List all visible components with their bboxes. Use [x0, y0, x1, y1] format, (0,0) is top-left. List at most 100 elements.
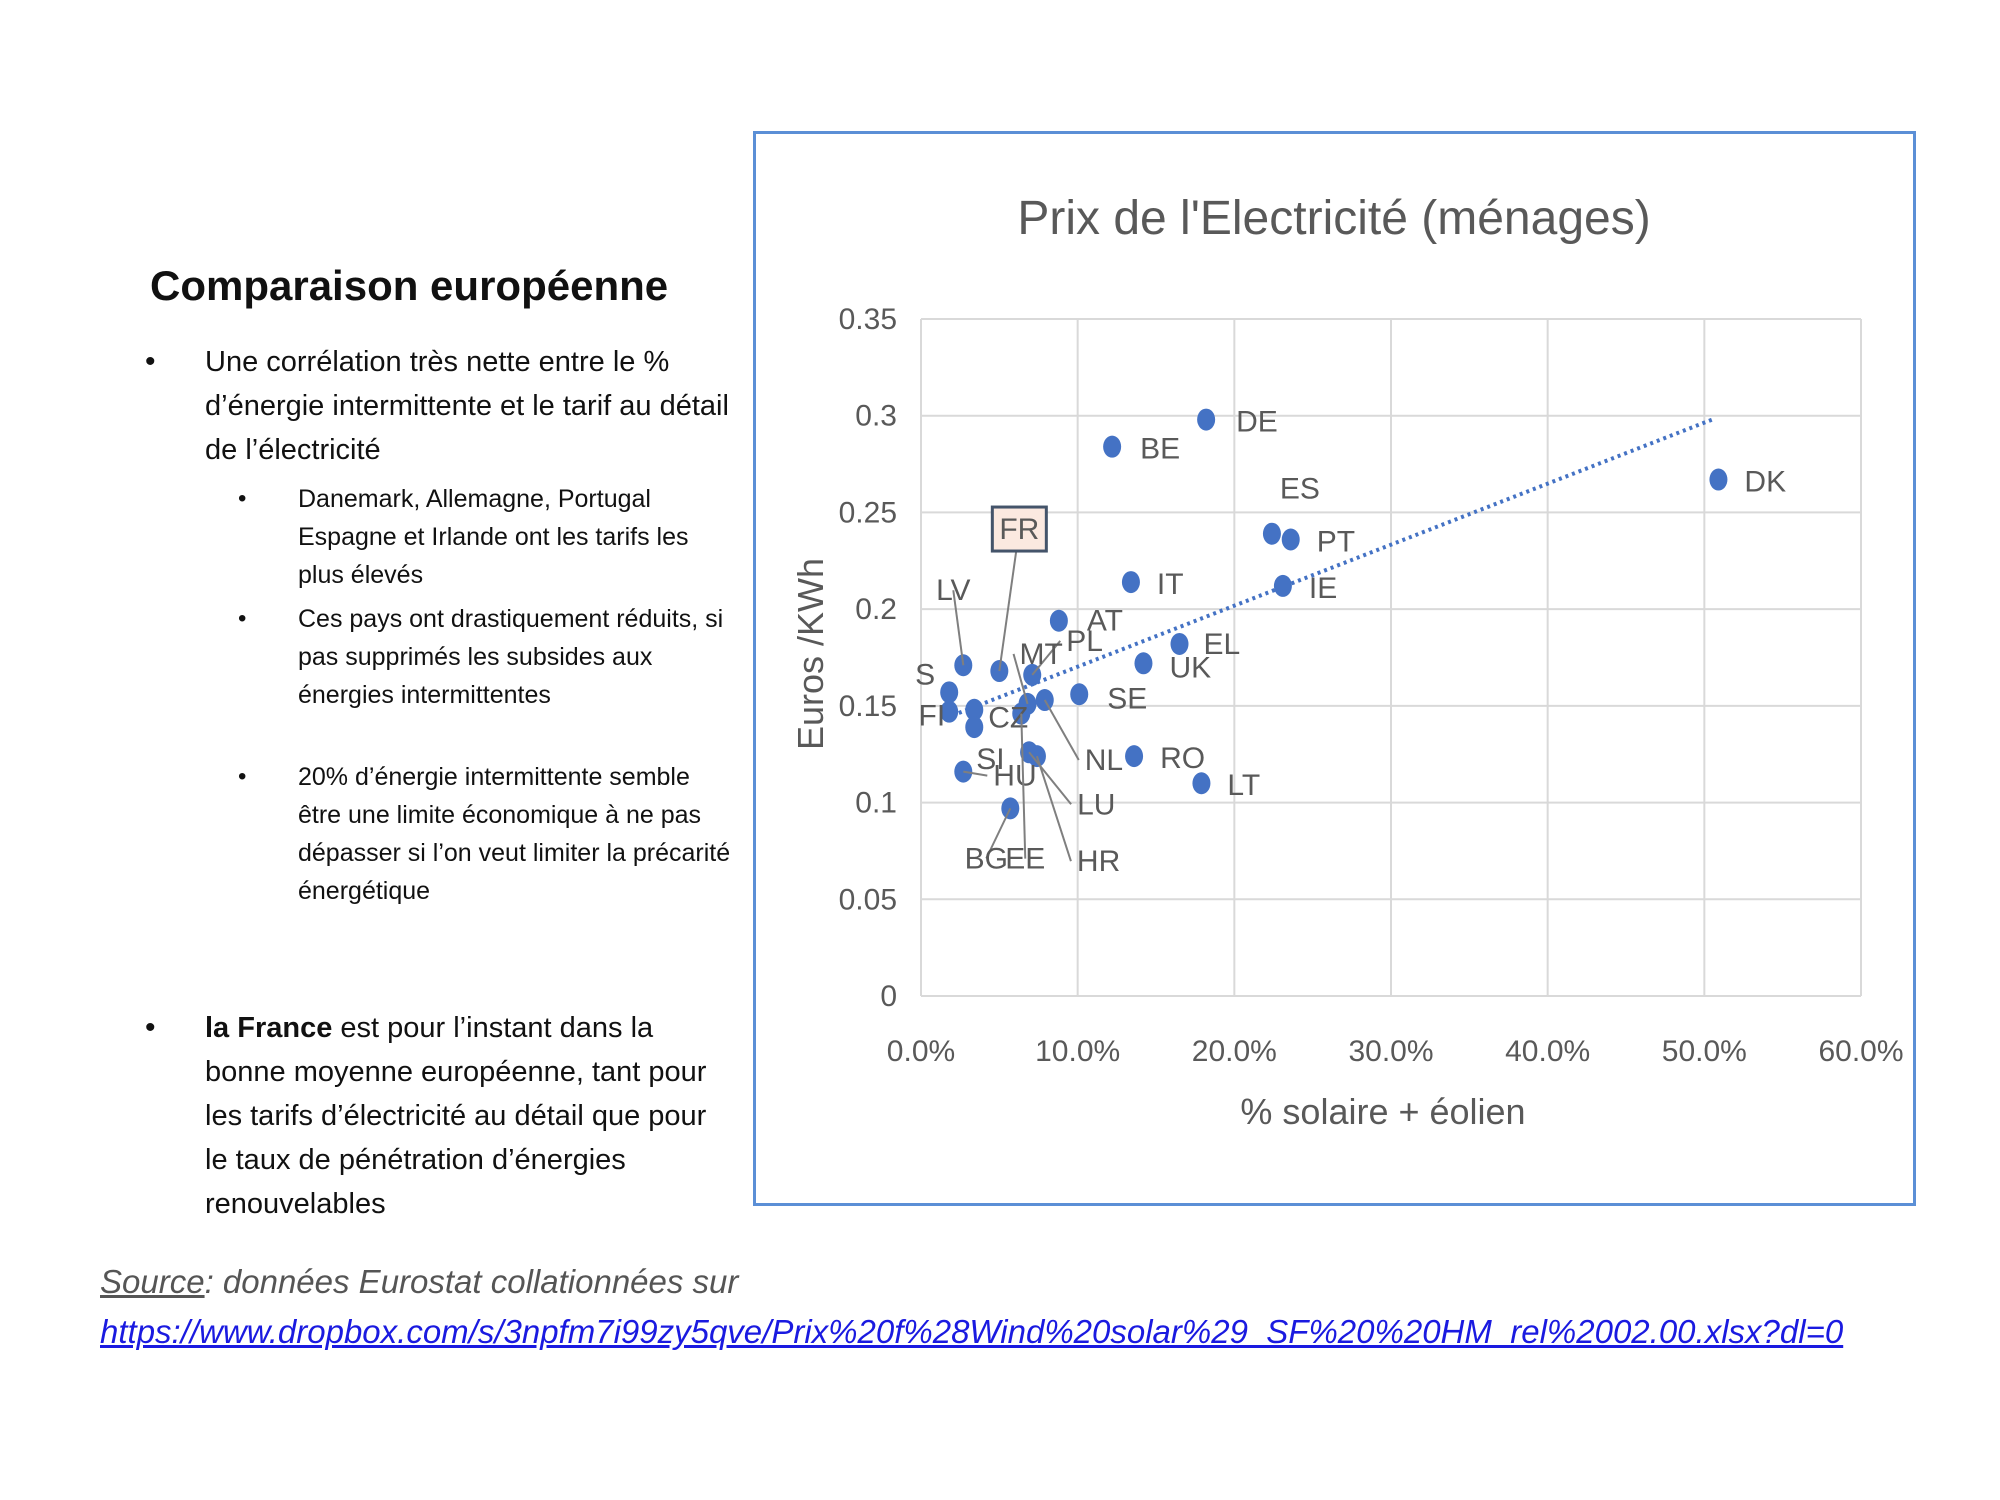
- leader-line-bg: [985, 807, 1012, 859]
- trendline-layer: [951, 417, 1713, 718]
- data-point-be: [1103, 435, 1122, 458]
- point-label-nl: NL: [1085, 744, 1123, 777]
- leader-line-nl: [1043, 699, 1080, 761]
- point-label-hr: HR: [1077, 845, 1120, 878]
- bullet-text: 20% d’énergie intermittente semble être …: [298, 763, 731, 905]
- x-tick-label: 0.0%: [887, 1035, 955, 1068]
- point-label-bg: BG: [965, 842, 1008, 875]
- leader-line-pl: [1031, 640, 1062, 676]
- data-point-ee: [1012, 702, 1031, 725]
- point-label-uk: UK: [1169, 651, 1211, 684]
- point-label-be: BE: [1140, 433, 1180, 466]
- point-label-s: S: [915, 658, 935, 691]
- source-link[interactable]: https://www.dropbox.com/s/3npfm7i99zy5qv…: [100, 1313, 1844, 1350]
- point-label-lv: LV: [936, 574, 970, 607]
- data-point-uk: [1134, 652, 1153, 675]
- point-label-at: AT: [1087, 605, 1123, 638]
- point-label-se: SE: [1107, 682, 1147, 715]
- trendline: [951, 417, 1713, 718]
- subbullet-highest-tariffs: • Danemark, Allemagne, Portugal Espagne …: [238, 480, 736, 594]
- data-point-es: [1262, 522, 1281, 545]
- y-tick-label: 0.25: [839, 496, 897, 529]
- point-label-it: IT: [1157, 568, 1184, 601]
- chart-title: Prix de l'Electricité (ménages): [1017, 192, 1650, 245]
- data-point-si: [965, 716, 984, 739]
- data-point-lt: [1192, 772, 1211, 795]
- data-point-se: [1070, 683, 1089, 706]
- bullet-france: • la France est pour l’instant dans la b…: [145, 1006, 735, 1226]
- bullet-marker: •: [238, 763, 247, 790]
- point-label-lu: LU: [1077, 788, 1115, 821]
- x-tick-label: 30.0%: [1348, 1035, 1433, 1068]
- chart-frame: Prix de l'Electricité (ménages) 0 0.05 0.1…: [753, 131, 1916, 1206]
- point-label-de: DE: [1236, 406, 1278, 439]
- x-tick-label: 60.0%: [1818, 1035, 1903, 1068]
- labels-layer: DEBEDKESPTIEITATELUKPLFRLVSEMTNLSCZFISIH…: [915, 406, 1786, 879]
- point-label-pt: PT: [1317, 526, 1355, 559]
- y-tick-label: 0.2: [855, 593, 897, 626]
- leader-line-hu: [963, 770, 988, 777]
- data-point-fi: [940, 700, 959, 723]
- point-label-ee: EE: [1005, 843, 1045, 876]
- data-point-de: [1197, 408, 1216, 431]
- data-point-nl: [1035, 689, 1054, 712]
- y-tick-label: 0.15: [839, 690, 897, 723]
- leader-line-lu: [1028, 751, 1072, 805]
- point-label-fr: FR: [999, 513, 1039, 546]
- point-label-pl: PL: [1066, 625, 1103, 658]
- bullet-text: Ces pays ont drastiquement réduits, si p…: [298, 605, 724, 709]
- leader-line-mt: [1012, 653, 1029, 705]
- france-rest: est pour l’instant dans la bonne moyenne…: [205, 1012, 707, 1220]
- data-point-hu: [954, 760, 973, 783]
- highlight-box-fr: [990, 505, 1048, 553]
- subbullet-limit: • 20% d’énergie intermittente semble êtr…: [238, 758, 736, 910]
- point-label-ro: RO: [1160, 742, 1205, 775]
- points-layer: [940, 408, 1728, 820]
- bullet-text: Une corrélation très nette entre le % d’…: [205, 346, 729, 466]
- x-tick-label: 10.0%: [1035, 1035, 1120, 1068]
- bullet-text: Danemark, Allemagne, Portugal Espagne et…: [298, 485, 689, 589]
- bullet-correlation: • Une corrélation très nette entre le % …: [145, 340, 735, 472]
- y-tick-label: 0.05: [839, 883, 897, 916]
- point-label-es: ES: [1280, 473, 1320, 506]
- point-label-hu: HU: [993, 760, 1036, 793]
- y-axis-label: Euros /KWh: [790, 558, 831, 750]
- point-label-lt: LT: [1227, 769, 1260, 802]
- x-tick-label: 20.0%: [1192, 1035, 1277, 1068]
- bullet-marker: •: [145, 345, 156, 378]
- scatter-chart: Prix de l'Electricité (ménages) 0 0.05 0.1…: [790, 192, 1904, 1132]
- bullet-marker: •: [238, 485, 247, 512]
- data-point-at: [1049, 609, 1068, 632]
- data-point-pt: [1281, 528, 1300, 551]
- source-label: Source: [100, 1263, 205, 1300]
- data-point-el: [1170, 632, 1189, 655]
- france-bold: la France: [205, 1012, 333, 1044]
- y-tick-label: 0.1: [855, 787, 897, 820]
- x-axis-label: % solaire + éolien: [1240, 1091, 1525, 1132]
- data-point-dk: [1709, 468, 1728, 491]
- point-label-si: SI: [976, 743, 1004, 776]
- point-label-fi: FI: [919, 700, 946, 733]
- bullet-text: la France est pour l’instant dans la bon…: [205, 1006, 735, 1226]
- x-tick-label: 40.0%: [1505, 1035, 1590, 1068]
- y-tick-label: 0.3: [855, 400, 897, 433]
- y-tick-label: 0.35: [839, 303, 897, 336]
- source-text: : données Eurostat collationnées sur: [204, 1263, 739, 1300]
- point-label-dk: DK: [1744, 466, 1786, 499]
- data-point-fr: [990, 660, 1009, 683]
- bullet-marker: •: [238, 605, 247, 632]
- leader-line-lv: [952, 590, 965, 666]
- data-point-it: [1121, 571, 1140, 594]
- bullet-marker: •: [145, 1011, 156, 1044]
- data-point-cz: [965, 698, 984, 721]
- point-label-mt: MT: [1020, 638, 1063, 671]
- leader-line-ee: [1020, 713, 1027, 859]
- data-point-s: [940, 681, 959, 704]
- data-point-ro: [1125, 745, 1144, 768]
- x-tick-label: 50.0%: [1662, 1035, 1747, 1068]
- y-tick-label: 0: [880, 980, 897, 1013]
- source-note: Source: données Eurostat collationnées s…: [100, 1257, 1960, 1357]
- point-label-ie: IE: [1309, 572, 1337, 605]
- grid-layer: 0 0.05 0.1 0.15 0.2 0.25 0.3 0.35 0.0% 10.0% 20.0%…: [839, 303, 1904, 1068]
- leader-line-fr: [998, 528, 1021, 672]
